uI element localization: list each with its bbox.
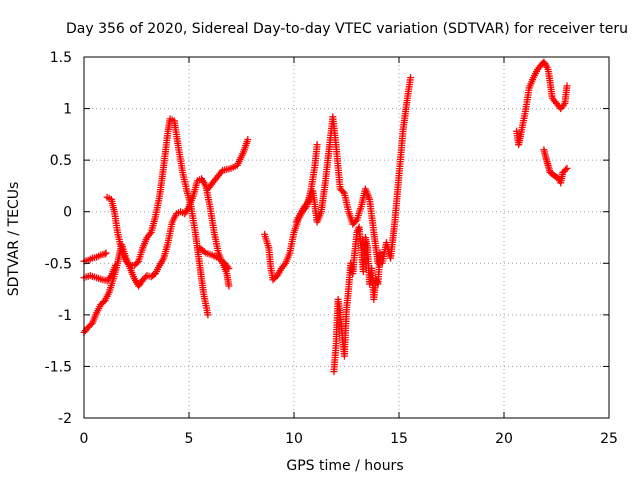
data-point: [352, 217, 360, 225]
data-point: [339, 188, 347, 196]
grid-lines: [84, 57, 609, 418]
data-point: [225, 282, 233, 290]
data-point: [563, 82, 571, 90]
data-point: [244, 136, 252, 144]
y-axis-label: SDTVAR / TECUs: [6, 182, 22, 297]
x-tick-label: 5: [185, 431, 194, 447]
data-point: [102, 249, 110, 257]
data-point: [204, 311, 212, 319]
y-tick-label: 0: [63, 205, 72, 221]
x-axis-ticks: 0 5 10 15 20 25: [80, 57, 618, 447]
data-point: [133, 259, 141, 267]
x-tick-label: 25: [600, 431, 618, 447]
y-tick-label: -1.5: [45, 359, 72, 375]
y-tick-label: 0.5: [50, 153, 72, 169]
data-point: [563, 164, 571, 172]
chart-title: Day 356 of 2020, Sidereal Day-to-day VTE…: [66, 21, 628, 37]
x-tick-label: 20: [495, 431, 513, 447]
data-point: [562, 166, 570, 174]
data-point: [200, 248, 208, 256]
series-3: [513, 58, 571, 187]
data-point: [225, 264, 233, 272]
data-point: [313, 141, 321, 149]
data-point: [112, 261, 119, 269]
data-point: [376, 249, 384, 257]
x-tick-label: 15: [390, 431, 408, 447]
x-axis-label: GPS time / hours: [286, 458, 403, 474]
y-axis-ticks: -2 -1.5 -1 -0.5 0 0.5 1 1.5: [45, 50, 609, 427]
data-point: [541, 60, 549, 68]
y-tick-label: -2: [58, 411, 72, 427]
y-tick-label: -1: [58, 308, 72, 324]
x-tick-label: 10: [285, 431, 303, 447]
y-tick-label: 1.5: [50, 50, 72, 66]
plot-frame: [83, 56, 610, 419]
data-point: [101, 250, 109, 258]
data-point: [407, 74, 415, 82]
data-point: [125, 260, 133, 268]
series-2: [261, 74, 415, 376]
x-tick-label: 0: [80, 431, 89, 447]
series-1: [80, 115, 252, 336]
y-tick-label: 1: [63, 102, 72, 118]
y-tick-label: -0.5: [45, 256, 72, 272]
data-marks: [80, 58, 571, 376]
